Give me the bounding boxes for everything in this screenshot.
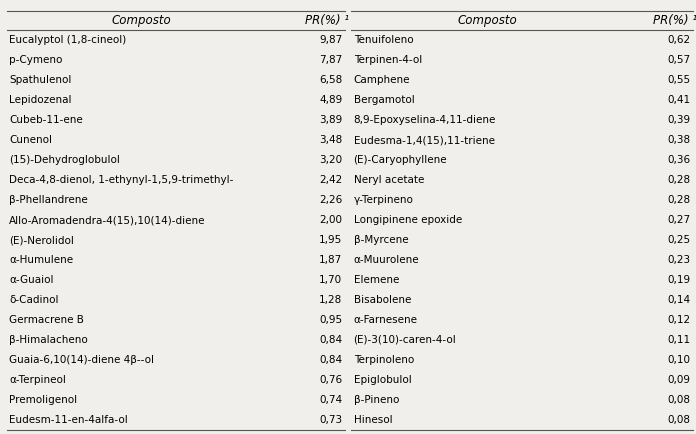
Text: Allo-Aromadendra-4(15),10(14)-diene: Allo-Aromadendra-4(15),10(14)-diene xyxy=(9,215,205,225)
Text: Bisabolene: Bisabolene xyxy=(354,295,411,305)
Text: (E)-Caryophyllene: (E)-Caryophyllene xyxy=(354,155,448,165)
Text: Longipinene epoxide: Longipinene epoxide xyxy=(354,215,462,225)
Text: Lepidozenal: Lepidozenal xyxy=(9,95,72,105)
Text: 2,42: 2,42 xyxy=(319,175,342,185)
Text: Composto: Composto xyxy=(457,14,517,27)
Text: 0,12: 0,12 xyxy=(667,315,690,325)
Text: (15)-Dehydroglobulol: (15)-Dehydroglobulol xyxy=(9,155,120,165)
Text: 1,28: 1,28 xyxy=(319,295,342,305)
Text: Epiglobulol: Epiglobulol xyxy=(354,375,411,385)
Text: γ-Terpineno: γ-Terpineno xyxy=(354,195,413,205)
Text: 0,55: 0,55 xyxy=(667,75,690,85)
Text: 0,41: 0,41 xyxy=(667,95,690,105)
Text: α-Terpineol: α-Terpineol xyxy=(9,375,66,385)
Text: Composto: Composto xyxy=(111,14,171,27)
Text: 4,89: 4,89 xyxy=(319,95,342,105)
Text: Neryl acetate: Neryl acetate xyxy=(354,175,424,185)
Text: 8,9-Epoxyselina-4,11-diene: 8,9-Epoxyselina-4,11-diene xyxy=(354,115,496,125)
Text: 2,00: 2,00 xyxy=(319,215,342,225)
Text: Germacrene B: Germacrene B xyxy=(9,315,84,325)
Text: 0,08: 0,08 xyxy=(667,395,690,405)
Text: 2,26: 2,26 xyxy=(319,195,342,205)
Text: 0,39: 0,39 xyxy=(667,115,690,125)
Text: 0,36: 0,36 xyxy=(667,155,690,165)
Text: Bergamotol: Bergamotol xyxy=(354,95,414,105)
Text: Elemene: Elemene xyxy=(354,275,399,285)
Text: Eudesm-11-en-4alfa-ol: Eudesm-11-en-4alfa-ol xyxy=(9,414,128,425)
Text: 0,57: 0,57 xyxy=(667,55,690,66)
Text: 0,74: 0,74 xyxy=(319,395,342,405)
Text: 3,48: 3,48 xyxy=(319,135,342,145)
Text: 0,23: 0,23 xyxy=(667,255,690,265)
Text: 1,87: 1,87 xyxy=(319,255,342,265)
Text: α-Muurolene: α-Muurolene xyxy=(354,255,419,265)
Text: (E)-Nerolidol: (E)-Nerolidol xyxy=(9,235,74,245)
Text: Premoligenol: Premoligenol xyxy=(9,395,77,405)
Text: 0,73: 0,73 xyxy=(319,414,342,425)
Text: Tenuifoleno: Tenuifoleno xyxy=(354,35,413,46)
Text: 0,08: 0,08 xyxy=(667,414,690,425)
Text: PR(%) ¹: PR(%) ¹ xyxy=(653,14,696,27)
Text: β-Pineno: β-Pineno xyxy=(354,395,399,405)
Text: 3,20: 3,20 xyxy=(319,155,342,165)
Text: Cubeb-11-ene: Cubeb-11-ene xyxy=(9,115,83,125)
Text: 0,76: 0,76 xyxy=(319,375,342,385)
Text: Spathulenol: Spathulenol xyxy=(9,75,72,85)
Text: 0,19: 0,19 xyxy=(667,275,690,285)
Text: 0,38: 0,38 xyxy=(667,135,690,145)
Text: 6,58: 6,58 xyxy=(319,75,342,85)
Text: Terpinen-4-ol: Terpinen-4-ol xyxy=(354,55,422,66)
Text: Eudesma-1,4(15),11-triene: Eudesma-1,4(15),11-triene xyxy=(354,135,495,145)
Text: 1,70: 1,70 xyxy=(319,275,342,285)
Text: 0,84: 0,84 xyxy=(319,335,342,345)
Text: 0,25: 0,25 xyxy=(667,235,690,245)
Text: α-Guaiol: α-Guaiol xyxy=(9,275,54,285)
Text: 9,87: 9,87 xyxy=(319,35,342,46)
Text: 1,95: 1,95 xyxy=(319,235,342,245)
Text: 0,28: 0,28 xyxy=(667,195,690,205)
Text: Deca-4,8-dienol, 1-ethynyl-1,5,9-trimethyl-: Deca-4,8-dienol, 1-ethynyl-1,5,9-trimeth… xyxy=(9,175,233,185)
Text: Cunenol: Cunenol xyxy=(9,135,52,145)
Text: 3,89: 3,89 xyxy=(319,115,342,125)
Text: β-Phellandrene: β-Phellandrene xyxy=(9,195,88,205)
Text: PR(%) ¹: PR(%) ¹ xyxy=(305,14,349,27)
Text: Hinesol: Hinesol xyxy=(354,414,392,425)
Text: 0,84: 0,84 xyxy=(319,355,342,365)
Text: 0,09: 0,09 xyxy=(667,375,690,385)
Text: Terpinoleno: Terpinoleno xyxy=(354,355,414,365)
Text: 0,62: 0,62 xyxy=(667,35,690,46)
Text: 7,87: 7,87 xyxy=(319,55,342,66)
Text: 0,27: 0,27 xyxy=(667,215,690,225)
Text: Guaia-6,10(14)-diene 4β--ol: Guaia-6,10(14)-diene 4β--ol xyxy=(9,355,154,365)
Text: β-Myrcene: β-Myrcene xyxy=(354,235,408,245)
Text: α-Humulene: α-Humulene xyxy=(9,255,73,265)
Text: 0,28: 0,28 xyxy=(667,175,690,185)
Text: 0,95: 0,95 xyxy=(319,315,342,325)
Text: Eucalyptol (1,8-cineol): Eucalyptol (1,8-cineol) xyxy=(9,35,126,46)
Text: β-Himalacheno: β-Himalacheno xyxy=(9,335,88,345)
Text: α-Farnesene: α-Farnesene xyxy=(354,315,418,325)
Text: 0,14: 0,14 xyxy=(667,295,690,305)
Text: p-Cymeno: p-Cymeno xyxy=(9,55,63,66)
Text: Camphene: Camphene xyxy=(354,75,410,85)
Text: 0,10: 0,10 xyxy=(667,355,690,365)
Text: δ-Cadinol: δ-Cadinol xyxy=(9,295,58,305)
Text: (E)-3(10)-caren-4-ol: (E)-3(10)-caren-4-ol xyxy=(354,335,457,345)
Text: 0,11: 0,11 xyxy=(667,335,690,345)
